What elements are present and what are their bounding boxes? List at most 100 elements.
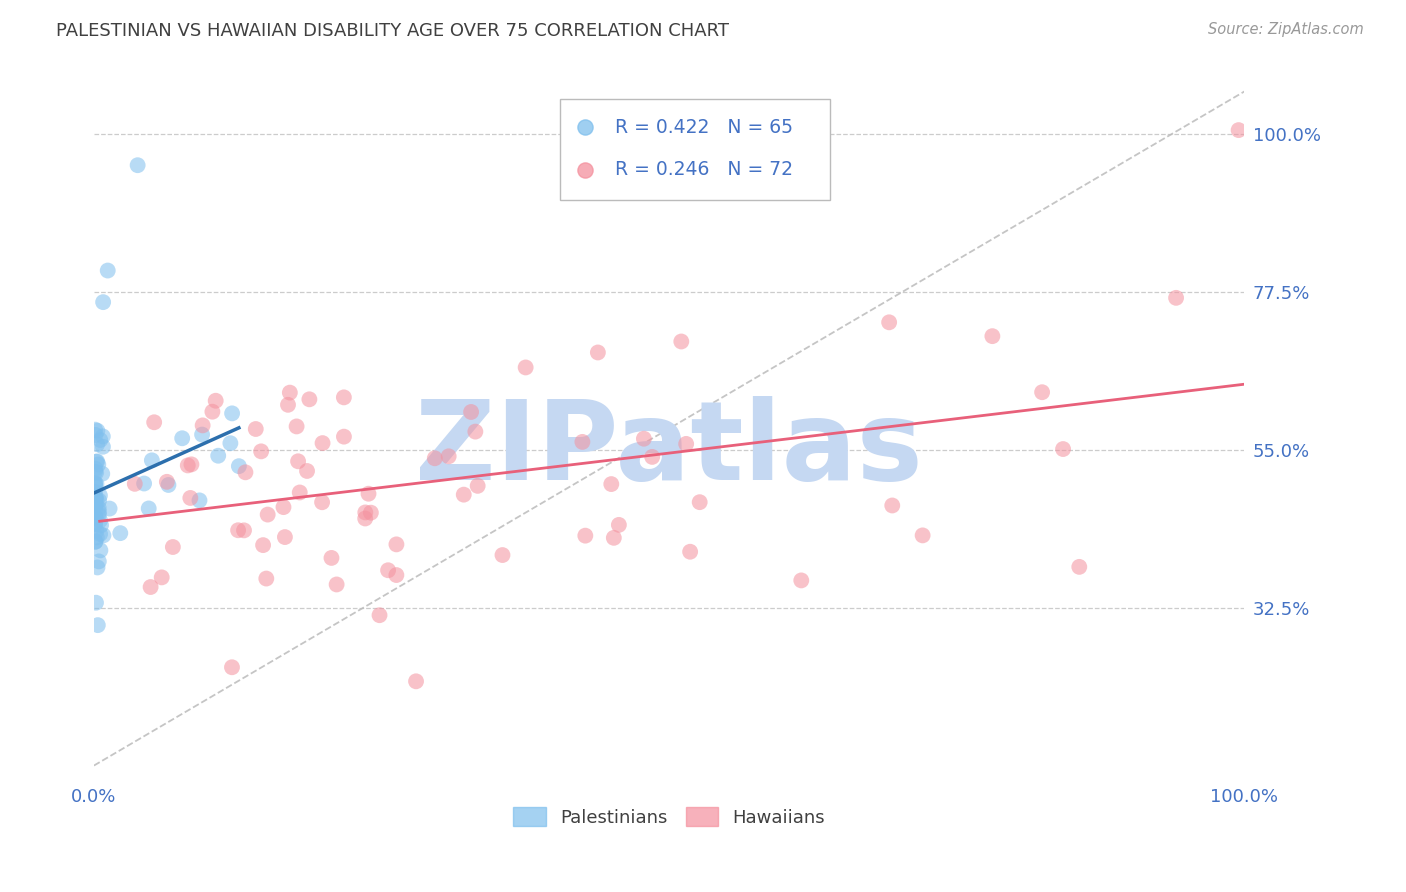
Point (84, 484, 107, 499)
Point (219, 436, 242, 450)
Point (84, 516, 107, 531)
Point (84, 510, 107, 524)
Point (298, 392, 321, 407)
Point (256, 508, 278, 522)
Text: PALESTINIAN VS HAWAIIAN DISABILITY AGE OVER 75 CORRELATION CHART: PALESTINIAN VS HAWAIIAN DISABILITY AGE O… (56, 22, 730, 40)
Point (607, 517, 630, 532)
Point (360, 506, 382, 520)
Point (354, 511, 377, 525)
Point (600, 477, 623, 491)
Point (245, 422, 267, 436)
Point (689, 495, 711, 509)
Point (207, 449, 229, 463)
Text: R = 0.422   N = 65: R = 0.422 N = 65 (614, 118, 793, 136)
Point (87, 505, 110, 519)
Point (84, 477, 107, 491)
Point (84, 499, 107, 513)
Point (574, 529, 596, 543)
Point (571, 434, 593, 449)
Point (90, 518, 112, 533)
Point (87, 554, 110, 568)
Point (377, 563, 399, 577)
Point (274, 530, 297, 544)
Point (138, 501, 160, 516)
Point (357, 486, 380, 500)
Point (191, 418, 214, 433)
Point (98, 501, 121, 516)
Point (84, 503, 107, 517)
Point (91, 467, 114, 481)
Point (91, 440, 114, 454)
Point (156, 475, 179, 489)
Point (252, 538, 274, 552)
Point (235, 465, 257, 479)
Point (84, 497, 107, 511)
Point (385, 537, 408, 551)
Point (285, 419, 308, 434)
Point (633, 432, 655, 446)
Point (325, 577, 347, 591)
Point (574, 176, 596, 190)
Point (515, 360, 537, 375)
Point (84, 476, 107, 491)
Point (981, 329, 1004, 343)
Point (204, 393, 226, 408)
Point (84, 423, 107, 437)
Point (790, 574, 813, 588)
Point (89, 489, 111, 503)
Point (191, 427, 214, 442)
Point (150, 570, 173, 584)
Point (491, 548, 513, 562)
Point (84, 493, 107, 508)
Point (86, 437, 108, 451)
Point (201, 405, 224, 419)
Point (127, 158, 149, 172)
Point (84, 534, 107, 549)
Point (89, 543, 111, 558)
Point (86, 477, 108, 491)
Point (89, 493, 111, 508)
Point (86, 454, 108, 468)
Point (89, 527, 111, 541)
Point (86, 424, 108, 438)
Point (437, 450, 460, 464)
Point (911, 528, 934, 542)
Point (87, 458, 110, 472)
Text: Source: ZipAtlas.com: Source: ZipAtlas.com (1208, 22, 1364, 37)
Point (385, 568, 408, 582)
Point (641, 450, 664, 464)
Point (1227, 123, 1250, 137)
Point (221, 406, 243, 420)
FancyBboxPatch shape (560, 98, 830, 201)
Point (139, 580, 162, 594)
Point (84, 466, 107, 480)
Point (84, 479, 107, 493)
Point (464, 425, 486, 439)
Point (368, 608, 391, 623)
Point (467, 479, 489, 493)
Point (162, 540, 184, 554)
Point (86, 493, 108, 508)
Point (179, 491, 201, 505)
Point (877, 315, 900, 329)
Point (311, 495, 333, 509)
Point (882, 499, 904, 513)
Point (1052, 442, 1074, 456)
Point (84, 534, 107, 549)
Point (84, 517, 107, 532)
Point (311, 436, 333, 450)
Point (423, 451, 446, 466)
Point (84, 509, 107, 524)
Point (86, 560, 108, 574)
Point (91, 429, 114, 443)
Point (1164, 291, 1187, 305)
Point (84, 492, 107, 507)
Point (586, 345, 609, 359)
Point (228, 459, 250, 474)
Point (124, 476, 146, 491)
Point (354, 505, 377, 519)
Point (84, 462, 107, 476)
Point (333, 430, 356, 444)
Point (180, 458, 202, 472)
Point (87, 618, 110, 632)
